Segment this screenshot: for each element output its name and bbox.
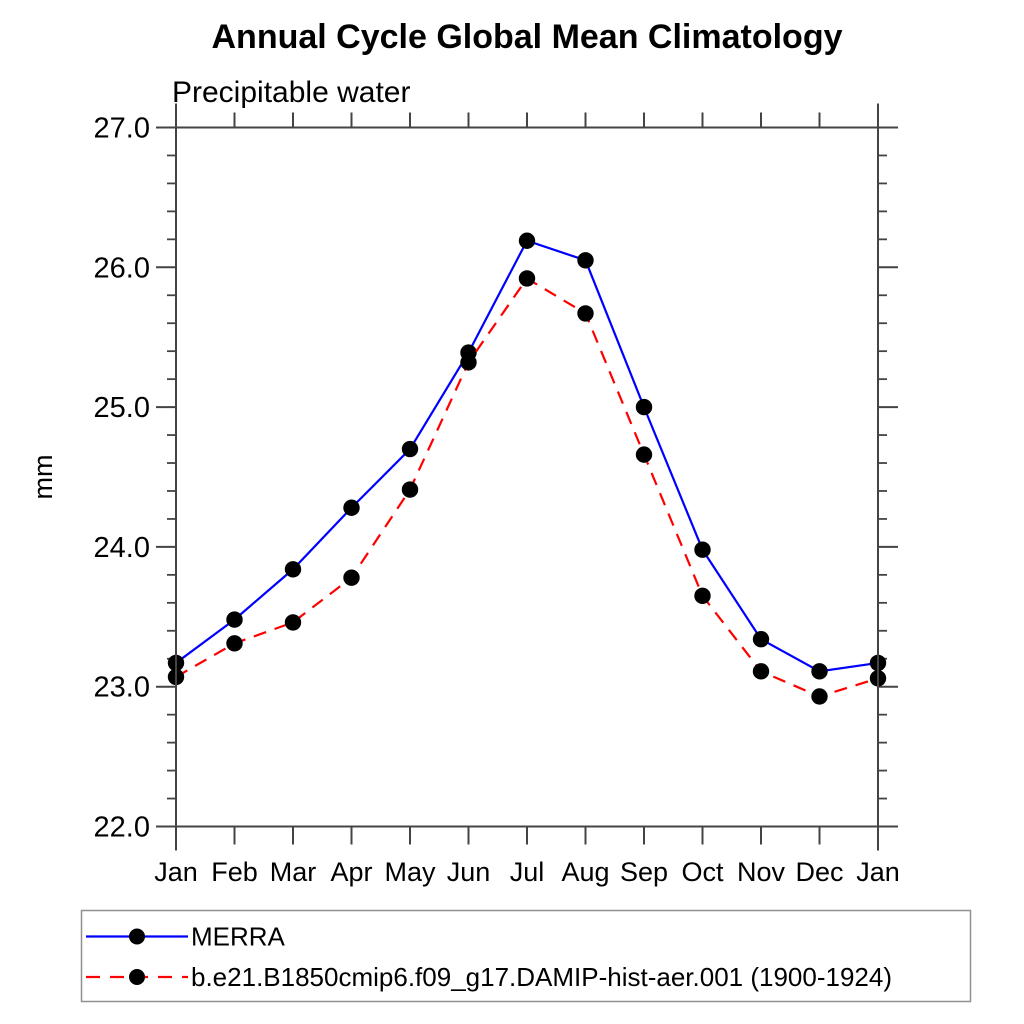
x-tick-label: Feb	[211, 857, 258, 887]
x-tick-label: Jun	[447, 857, 491, 887]
series-1-marker	[811, 688, 828, 705]
y-tick-label: 26.0	[94, 252, 150, 284]
series-1-marker	[284, 614, 302, 631]
series-0-marker	[343, 499, 360, 516]
x-tick-label: Jan	[856, 857, 900, 887]
series-0-marker	[577, 252, 594, 269]
y-tick-label: 25.0	[94, 392, 150, 424]
x-tick-label: Oct	[681, 857, 724, 887]
chart-title: Annual Cycle Global Mean Climatology	[212, 18, 843, 56]
series-line-0	[175, 239, 879, 673]
chart-subtitle: Precipitable water	[172, 76, 410, 109]
x-tick-label: Nov	[737, 857, 786, 887]
series-1-marker	[518, 270, 536, 287]
x-tick-label: Aug	[561, 857, 609, 887]
series-0-marker	[811, 663, 828, 680]
legend-marker-1	[129, 969, 145, 985]
series-1-marker	[752, 663, 770, 680]
series-0-marker	[401, 440, 419, 458]
x-tick-label: Mar	[270, 857, 317, 887]
x-tick-label: Apr	[330, 857, 372, 887]
series-line-1	[175, 277, 879, 698]
series-1-marker	[694, 587, 711, 605]
x-tick-label: May	[384, 857, 436, 887]
y-tick-label: 24.0	[94, 532, 150, 564]
y-tick-labels: 22.0 23.0 24.0 25.0 26.0 27.0	[94, 113, 150, 844]
series-1-marker	[460, 354, 477, 371]
x-tick-label: Jan	[154, 857, 198, 887]
series-0-marker	[635, 398, 653, 416]
series-1-marker	[343, 569, 360, 586]
legend-box	[80, 909, 972, 1003]
y-tick-label: 22.0	[94, 812, 150, 844]
series-1-marker	[401, 481, 419, 498]
y-axis-label: mm	[28, 455, 58, 500]
legend-label-0: MERRA	[191, 922, 286, 952]
plot-frame	[175, 126, 879, 828]
x-tick-labels: Jan Feb Mar Apr May Jun Jul Aug Sep Oct Nov Dec Jan	[154, 857, 900, 887]
y-tick-label: 23.0	[94, 672, 150, 704]
series-0-marker	[752, 630, 770, 648]
x-tick-label: Jul	[510, 857, 545, 887]
legend-marker-0	[129, 928, 145, 945]
series-0-marker	[518, 232, 536, 249]
series-1-marker	[577, 305, 594, 322]
series-1-marker	[635, 446, 653, 463]
axis-ticks	[156, 103, 898, 851]
series-0-marker	[694, 541, 711, 558]
legend-label-1: b.e21.B1850cmip6.f09_g17.DAMIP-hist-aer.…	[191, 962, 892, 992]
x-tick-label: Dec	[795, 857, 843, 887]
series-1-marker	[226, 635, 243, 652]
series-0-marker	[226, 611, 243, 628]
series-0-marker	[284, 561, 302, 578]
legend: MERRA b.e21.B1850cmip6.f09_g17.DAMIP-hist…	[80, 909, 972, 1003]
data-series	[167, 232, 887, 705]
y-tick-label: 27.0	[94, 113, 150, 145]
x-tick-label: Sep	[620, 857, 668, 887]
